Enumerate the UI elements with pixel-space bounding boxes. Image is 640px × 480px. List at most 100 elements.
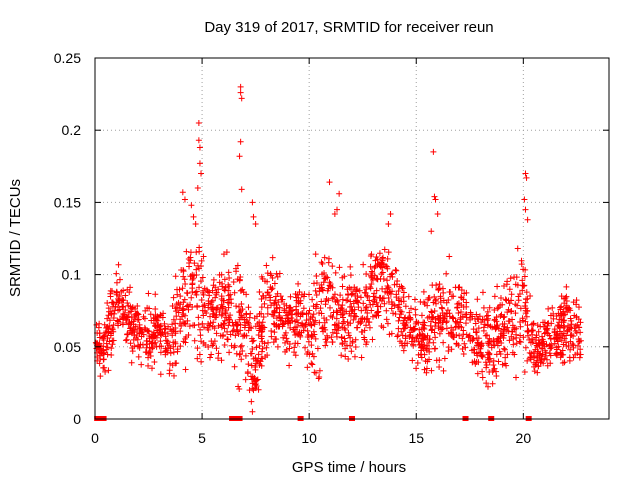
data-point <box>254 357 261 364</box>
data-point <box>414 360 421 367</box>
data-point <box>339 339 346 346</box>
data-point <box>339 314 346 321</box>
data-point <box>379 255 386 262</box>
data-point <box>418 354 425 361</box>
data-point <box>497 333 504 340</box>
data-point <box>444 307 451 314</box>
data-point <box>426 348 433 355</box>
data-point <box>314 345 321 352</box>
data-point <box>304 328 311 335</box>
data-point <box>181 320 188 327</box>
data-point <box>309 361 316 368</box>
data-point <box>404 340 411 347</box>
data-point <box>331 326 338 333</box>
data-point <box>547 312 554 319</box>
data-point <box>343 308 350 315</box>
data-point <box>199 274 206 281</box>
data-point <box>157 338 164 345</box>
data-point <box>370 293 377 300</box>
data-point <box>104 351 111 358</box>
data-point <box>323 296 330 303</box>
data-point <box>385 249 392 256</box>
data-point <box>398 328 405 335</box>
data-point <box>316 367 323 374</box>
data-point <box>105 367 112 374</box>
data-point <box>380 295 387 302</box>
data-point <box>375 308 382 315</box>
data-point <box>543 341 550 348</box>
data-point <box>440 339 447 346</box>
data-point <box>229 319 236 326</box>
data-point <box>322 301 329 308</box>
data-point <box>425 339 432 346</box>
data-point <box>289 317 296 324</box>
data-point <box>492 326 499 333</box>
data-point <box>483 313 490 320</box>
data-point <box>292 324 299 331</box>
data-point <box>146 344 153 351</box>
data-point <box>552 350 559 357</box>
data-point <box>392 310 399 317</box>
data-point <box>541 319 548 326</box>
data-point <box>181 296 188 303</box>
data-point <box>339 283 346 290</box>
data-point <box>269 274 276 281</box>
data-point <box>198 338 205 345</box>
data-point <box>226 296 233 303</box>
data-point <box>491 293 498 300</box>
data-point <box>286 362 293 369</box>
data-point <box>124 299 131 306</box>
data-point <box>509 316 516 323</box>
data-point <box>419 337 426 344</box>
data-point <box>494 342 501 349</box>
data-point <box>570 342 577 349</box>
data-point <box>179 189 186 196</box>
data-point <box>230 322 237 329</box>
data-point <box>268 327 275 334</box>
data-point <box>431 345 438 352</box>
data-point <box>189 281 196 288</box>
data-point <box>230 279 237 286</box>
data-point <box>400 320 407 327</box>
data-point <box>187 249 194 256</box>
data-point <box>186 323 193 330</box>
data-point <box>210 276 217 283</box>
data-point <box>184 290 191 297</box>
data-point <box>125 313 132 320</box>
data-point <box>292 340 299 347</box>
data-point <box>473 311 480 318</box>
data-point <box>350 316 357 323</box>
data-point <box>252 381 259 388</box>
data-point <box>234 276 241 283</box>
data-point <box>231 342 238 349</box>
data-point <box>410 342 417 349</box>
data-point <box>389 301 396 308</box>
data-point <box>514 245 521 252</box>
data-point <box>524 295 531 302</box>
data-point <box>488 344 495 351</box>
data-point <box>406 329 413 336</box>
data-point <box>352 336 359 343</box>
data-point <box>412 306 419 313</box>
data-point <box>413 319 420 326</box>
data-point <box>310 303 317 310</box>
data-point <box>189 304 196 311</box>
data-point <box>447 289 454 296</box>
data-point <box>364 293 371 300</box>
data-point <box>436 281 443 288</box>
data-point <box>157 371 164 378</box>
data-point <box>125 320 132 327</box>
data-point <box>329 329 336 336</box>
data-point <box>567 346 574 353</box>
data-point <box>280 334 287 341</box>
data-point <box>508 291 515 298</box>
data-point <box>256 310 263 317</box>
data-point <box>416 331 423 338</box>
data-point <box>250 213 257 220</box>
data-point <box>180 273 187 280</box>
data-point <box>486 304 493 311</box>
data-point <box>440 297 447 304</box>
data-point <box>448 333 455 340</box>
data-point <box>413 365 420 372</box>
data-point <box>527 353 534 360</box>
